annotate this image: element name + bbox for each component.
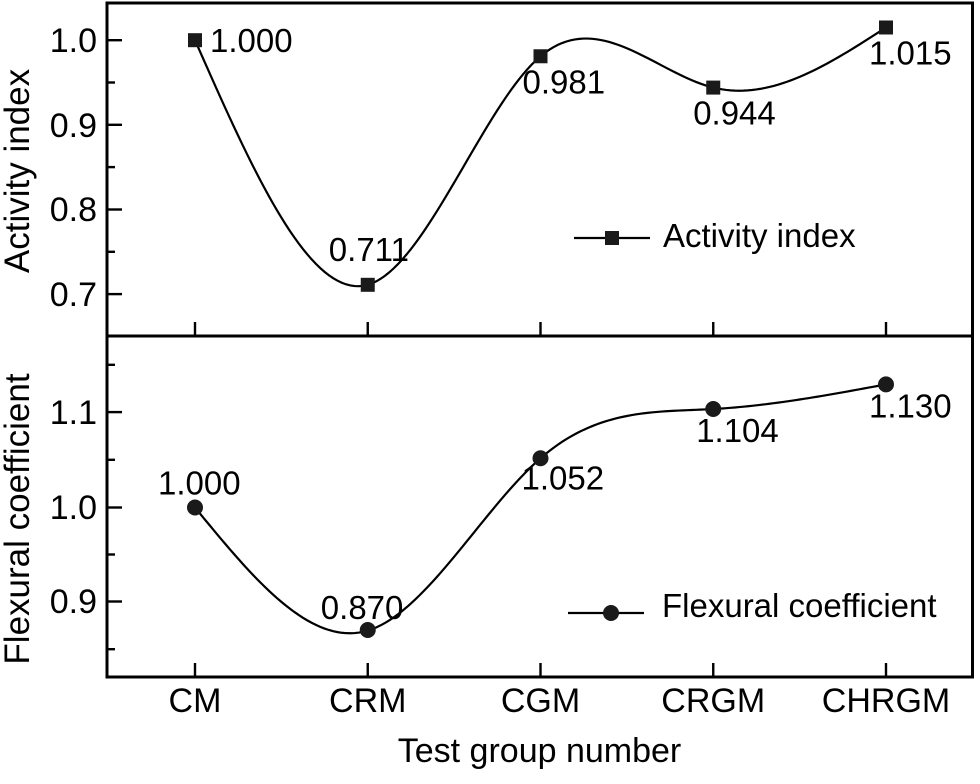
svg-text:CHRGM: CHRGM <box>822 682 950 720</box>
svg-text:0.8: 0.8 <box>50 191 97 229</box>
svg-text:Test group number: Test group number <box>398 732 682 770</box>
svg-text:1.000: 1.000 <box>210 22 293 59</box>
svg-text:0.870: 0.870 <box>321 589 404 626</box>
svg-text:0.711: 0.711 <box>329 231 409 268</box>
svg-text:0.9: 0.9 <box>50 583 97 621</box>
svg-text:1.0: 1.0 <box>50 22 97 60</box>
svg-text:0.7: 0.7 <box>50 276 97 314</box>
svg-text:CM: CM <box>169 682 222 720</box>
svg-text:1.1: 1.1 <box>50 394 97 432</box>
svg-text:Activity index: Activity index <box>0 68 37 273</box>
svg-text:Flexural coefficient: Flexural coefficient <box>0 373 37 664</box>
svg-text:1.0: 1.0 <box>50 489 97 527</box>
svg-text:Activity index: Activity index <box>663 217 856 254</box>
svg-text:Flexural coefficient: Flexural coefficient <box>662 587 937 624</box>
svg-text:1.052: 1.052 <box>522 459 605 496</box>
svg-text:1.104: 1.104 <box>696 412 779 449</box>
svg-text:1.015: 1.015 <box>869 35 952 72</box>
svg-text:1.130: 1.130 <box>869 387 952 424</box>
svg-text:CRM: CRM <box>329 682 406 720</box>
svg-text:0.981: 0.981 <box>523 63 606 100</box>
svg-text:CRGM: CRGM <box>661 682 765 720</box>
svg-text:1.000: 1.000 <box>158 465 241 502</box>
svg-text:0.9: 0.9 <box>50 107 97 145</box>
svg-text:CGM: CGM <box>501 682 580 720</box>
svg-text:0.944: 0.944 <box>693 95 776 132</box>
